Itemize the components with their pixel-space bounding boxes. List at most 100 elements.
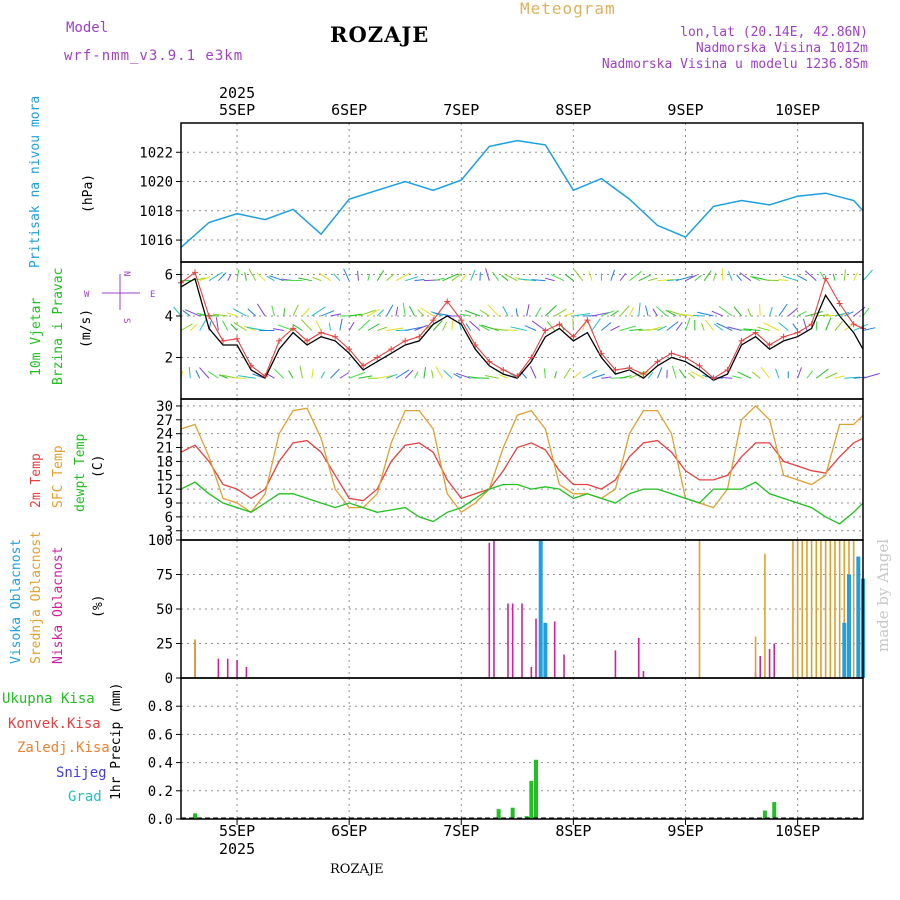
wind-arrow xyxy=(479,309,490,317)
wind-arrow xyxy=(647,326,663,331)
legend-total-rain: Ukupna Kisa xyxy=(2,691,95,707)
ytick-label: 4 xyxy=(165,309,173,325)
year-label-top: 2025 xyxy=(219,84,255,102)
wind-arrow xyxy=(747,308,752,317)
wind-arrow xyxy=(386,373,398,379)
wind-arrow xyxy=(582,370,598,379)
wind-gust-marker xyxy=(402,337,409,344)
wind-arrow xyxy=(665,309,677,317)
wind-arrow xyxy=(230,323,238,331)
wind-arrow xyxy=(619,272,627,281)
wind-arrow xyxy=(778,303,788,317)
wind-gust-marker xyxy=(332,333,339,340)
wind-arrow xyxy=(843,269,846,281)
wind-arrow xyxy=(815,368,829,379)
wind-arrow xyxy=(543,368,546,379)
wind-arrow xyxy=(844,376,861,379)
wind-arrow xyxy=(733,306,742,317)
cloud-mid-bar xyxy=(829,540,832,678)
wind-arrow xyxy=(666,279,679,282)
cloud-mid-bar xyxy=(810,540,813,678)
temp-dewpt-line xyxy=(180,481,864,525)
wind-arrow xyxy=(405,276,419,282)
model-name: wrf-nmm_v3.9.1 e3km xyxy=(64,48,244,64)
wind-arrow xyxy=(218,272,227,282)
wind-arrow xyxy=(657,367,663,379)
wind-arrow xyxy=(414,371,419,379)
wind-arrow xyxy=(743,328,761,331)
wind-arrow xyxy=(554,371,557,379)
wind-arrow xyxy=(208,271,223,282)
wind-arrow xyxy=(563,312,575,317)
wind-arrow xyxy=(266,373,275,379)
wind-arrow xyxy=(222,320,229,331)
wind-arrow xyxy=(531,279,546,282)
cloud-mid-bar xyxy=(852,540,855,678)
cloud-high-bar xyxy=(538,540,543,678)
wind-arrow xyxy=(256,272,266,282)
wind-arrow xyxy=(524,325,537,331)
wind-arrow xyxy=(711,310,724,317)
wind-gust-marker xyxy=(318,329,325,336)
wind-arrow xyxy=(797,310,807,317)
model-label: Model xyxy=(66,20,109,36)
wind-arrow xyxy=(485,268,490,281)
wind-arrow xyxy=(348,371,366,379)
cloud-low-bar xyxy=(236,660,238,678)
wind-arrow xyxy=(739,272,752,282)
wind-arrow xyxy=(367,273,371,281)
wind-arrow xyxy=(212,313,228,317)
wind-arrow xyxy=(433,312,453,317)
wind-arrow xyxy=(386,304,394,317)
wind-gust-marker xyxy=(850,321,857,328)
ytick-label: 50 xyxy=(156,602,173,618)
wind-arrow xyxy=(759,304,761,316)
cloud-low-bar xyxy=(759,655,762,678)
year-label-bottom: 2025 xyxy=(219,840,255,858)
cloud-low-bar xyxy=(493,540,495,678)
wind-arrow xyxy=(727,326,742,331)
day-label-top: 9SEP xyxy=(667,101,703,119)
wind-gust-marker xyxy=(276,337,283,344)
wind-gust-line xyxy=(180,271,864,379)
wind-arrow xyxy=(546,321,556,331)
wind-arrow xyxy=(591,311,611,317)
wind-arrow xyxy=(420,307,434,317)
cloud-low-bar xyxy=(768,649,771,678)
wind-arrow xyxy=(499,374,509,379)
ytick-label: 6 xyxy=(165,267,173,283)
cloud-low-bar xyxy=(614,650,617,678)
day-label-top: 7SEP xyxy=(443,101,479,119)
wind-arrow xyxy=(283,308,286,317)
wind-arrow xyxy=(629,270,642,282)
ytick-label: 18 xyxy=(156,454,173,470)
wind-arrow xyxy=(423,367,427,379)
wind-gust-marker xyxy=(696,362,703,369)
cloud-mid-bar xyxy=(820,540,822,678)
wind-arrow xyxy=(610,269,616,281)
wind-arrow xyxy=(348,321,355,331)
cloud-mid-bar xyxy=(796,540,799,678)
day-label-bottom: 7SEP xyxy=(443,822,479,840)
day-label-top: 10SEP xyxy=(775,101,820,119)
wind-arrow xyxy=(435,366,444,379)
wind-arrow xyxy=(506,329,518,331)
wind-arrow xyxy=(550,273,565,282)
wind-arrow xyxy=(545,304,557,317)
wind-gust-marker xyxy=(752,329,759,336)
wind-arrow xyxy=(718,305,733,317)
wind-arrow xyxy=(199,367,210,379)
wind-gust-marker xyxy=(822,275,829,282)
wind-arrow xyxy=(247,308,257,317)
cloud-mid-bar xyxy=(838,540,841,678)
wind-arrow xyxy=(853,272,858,281)
wind-arrow xyxy=(647,277,658,282)
wind-arrow xyxy=(554,308,567,317)
panel-frame xyxy=(180,122,864,263)
cloud-high-bar xyxy=(842,622,847,678)
wind-arrow xyxy=(667,310,686,317)
lonlat-label: lon,lat (20.14E, 42.86N) xyxy=(680,25,868,40)
wind-arrow xyxy=(357,270,360,281)
wind-arrow xyxy=(238,375,256,379)
wind-arrow xyxy=(563,367,571,379)
